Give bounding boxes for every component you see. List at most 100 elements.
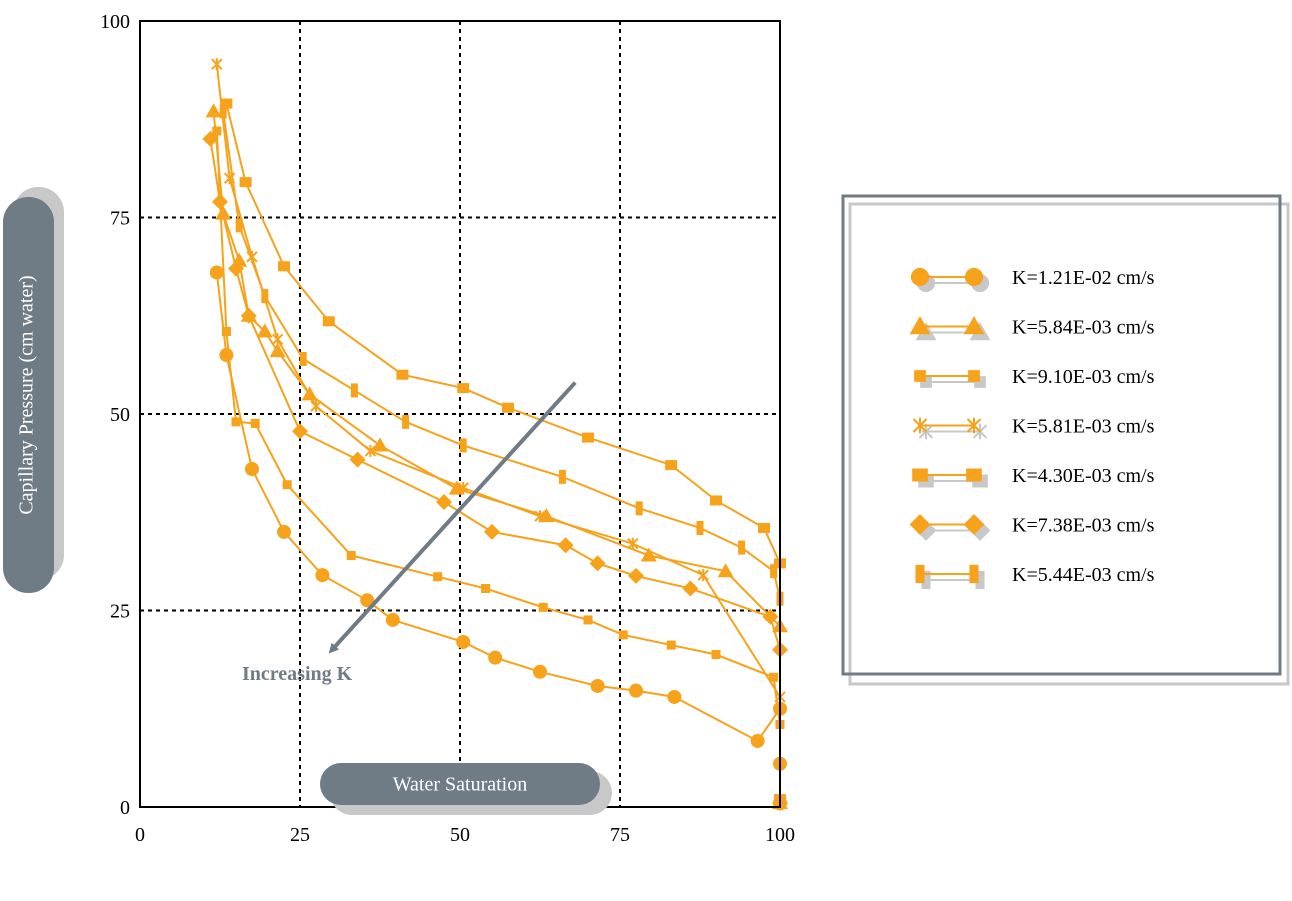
data-point <box>558 469 566 484</box>
legend-marker <box>910 267 930 287</box>
legend-marker <box>966 468 982 482</box>
legend-entry: K=1.21E-02 cm/s <box>910 267 1155 293</box>
data-point <box>228 260 244 277</box>
x-tick-label: 25 <box>290 824 310 846</box>
legend-entry: K=7.38E-03 cm/s <box>909 514 1155 541</box>
data-point <box>629 683 643 698</box>
data-point <box>256 323 273 338</box>
legend-frame <box>841 194 1282 676</box>
data-point <box>710 495 722 506</box>
data-point <box>202 130 219 147</box>
data-point <box>299 351 307 366</box>
data-point <box>589 555 606 572</box>
data-point <box>360 593 375 608</box>
legend-entry: K=5.84E-03 cm/s <box>909 316 1155 341</box>
legend-marker <box>968 370 980 382</box>
data-point <box>250 418 260 428</box>
data-point <box>402 414 410 429</box>
data-point <box>770 564 778 579</box>
legend-entry: K=5.44E-03 cm/s <box>915 564 1155 590</box>
plot-series <box>202 58 788 812</box>
data-point <box>235 218 243 233</box>
data-point <box>346 550 356 560</box>
data-point <box>220 98 233 109</box>
x-tick-label: 75 <box>610 824 630 846</box>
series-1 <box>209 265 787 811</box>
data-point <box>582 432 594 443</box>
data-point <box>240 307 257 324</box>
legend-marker <box>964 267 984 287</box>
data-point <box>261 289 269 304</box>
data-point <box>628 567 644 584</box>
data-point <box>292 423 308 440</box>
data-point <box>211 58 223 71</box>
data-point <box>212 193 228 210</box>
data-point <box>350 383 358 398</box>
data-point <box>762 608 779 625</box>
data-point <box>484 523 500 540</box>
data-point <box>231 417 241 427</box>
x-tick-label: 100 <box>765 824 795 846</box>
series-line <box>222 111 781 804</box>
data-point <box>538 602 548 612</box>
data-point <box>310 400 322 413</box>
data-point <box>459 438 467 453</box>
legend-label: K=5.81E-03 cm/s <box>1012 416 1155 438</box>
data-point <box>502 402 514 413</box>
series-line <box>215 64 781 804</box>
data-point <box>758 522 770 533</box>
increasing-k-annotation: Increasing K <box>242 381 577 685</box>
data-point <box>533 664 547 679</box>
legend-marker <box>963 316 985 335</box>
data-point <box>239 177 252 188</box>
legend-marker <box>963 514 985 535</box>
data-point <box>385 612 400 627</box>
legend-label: K=9.10E-03 cm/s <box>1012 366 1155 388</box>
y-axis-title: Capillary Pressure (cm water) <box>16 275 38 514</box>
data-point <box>682 580 699 597</box>
data-point <box>349 451 366 468</box>
data-point <box>666 640 676 650</box>
legend-marker <box>966 417 982 434</box>
legend-marker <box>912 417 928 434</box>
legend-entry: K=9.10E-03 cm/s <box>914 366 1155 388</box>
legend-marker <box>914 370 926 382</box>
data-point <box>457 383 470 394</box>
annotation-arrow <box>328 381 577 654</box>
y-tick-label: 0 <box>120 797 130 819</box>
legend-marker <box>915 564 925 584</box>
data-point <box>219 104 227 119</box>
data-point <box>364 444 377 457</box>
data-point <box>315 568 330 583</box>
data-point <box>209 265 224 280</box>
series-line <box>225 103 781 800</box>
data-point <box>667 689 682 704</box>
data-point <box>640 547 657 562</box>
data-point <box>205 103 222 118</box>
data-point <box>738 540 746 555</box>
legend-label: K=1.21E-02 cm/s <box>1012 267 1155 289</box>
legend-label: K=5.84E-03 cm/s <box>1012 317 1155 339</box>
y-tick-label: 50 <box>110 404 130 426</box>
data-point <box>372 437 388 452</box>
series-line <box>212 111 781 804</box>
data-point <box>627 537 639 550</box>
data-point <box>665 460 678 471</box>
data-point <box>456 634 471 649</box>
data-point <box>436 494 452 511</box>
legend-label: K=7.38E-03 cm/s <box>1012 515 1155 537</box>
data-point <box>481 583 491 593</box>
data-point <box>618 630 628 640</box>
series-4 <box>211 58 786 810</box>
series-line <box>215 130 781 804</box>
x-axis-label: Water Saturation <box>320 763 612 815</box>
x-tick-label: 50 <box>450 824 470 846</box>
data-point <box>212 126 222 136</box>
data-point <box>769 672 779 682</box>
data-point <box>717 563 734 578</box>
data-point <box>590 678 605 693</box>
data-point <box>583 615 593 625</box>
legend-marker <box>909 316 931 335</box>
series-7 <box>219 104 784 811</box>
data-point <box>433 572 443 582</box>
